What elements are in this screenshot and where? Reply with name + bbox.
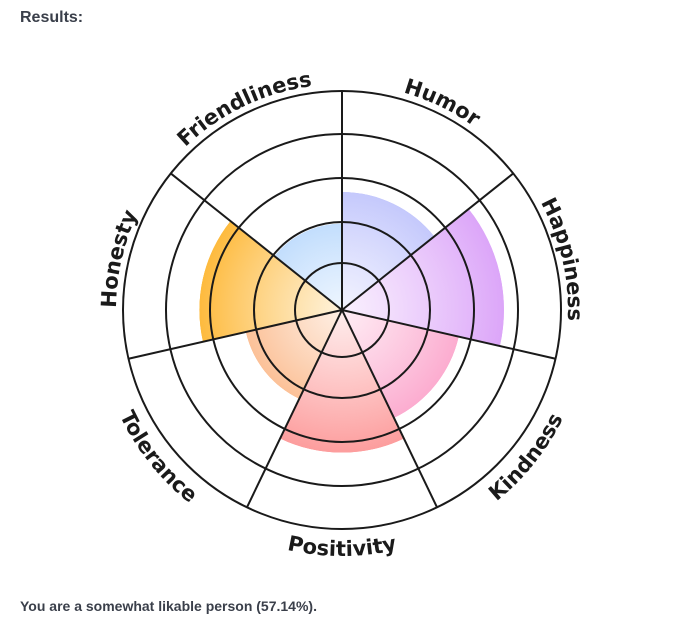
grid-spoke <box>246 309 343 508</box>
grid-spoke <box>341 172 514 311</box>
results-heading: Results: <box>20 9 84 26</box>
wedge-gradient <box>280 310 404 453</box>
wedge-gradient <box>342 310 459 418</box>
category-label-kindness: Kindness <box>484 409 567 505</box>
category-label-friendliness: Friendliness <box>172 67 313 151</box>
category-label-tolerance: Tolerance <box>115 407 202 507</box>
category-label-positivity: Positivity <box>286 531 399 561</box>
grid-spoke <box>170 172 343 311</box>
category-label-honesty: Honesty <box>97 206 142 308</box>
wedge-gradient <box>342 192 435 310</box>
wedge-gradient <box>274 223 342 310</box>
grid-spoke <box>341 309 438 508</box>
wedge-gradient <box>245 310 342 399</box>
grid-spoke <box>128 309 343 360</box>
result-text: You are a somewhat likable person (57.14… <box>20 598 317 614</box>
wedge-gradient <box>199 221 342 342</box>
grid-spoke <box>341 309 556 360</box>
